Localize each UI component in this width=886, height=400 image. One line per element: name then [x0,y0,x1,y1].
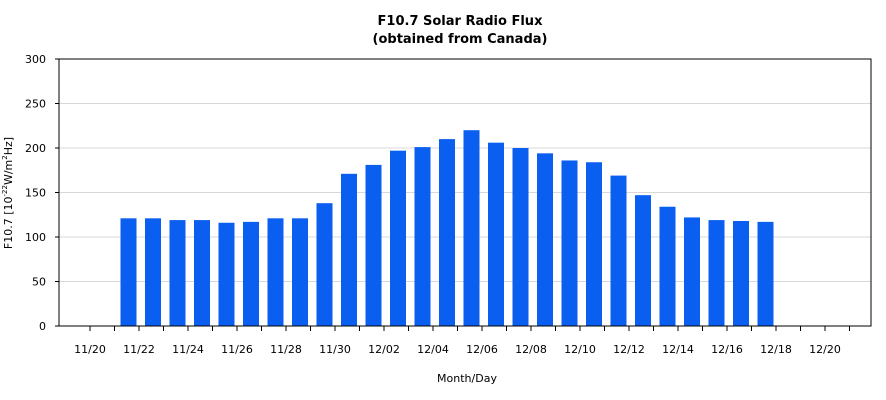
bar-12-11 [610,175,627,326]
y-axis-label-prefix: F10.7 [10 [2,196,15,249]
x-tick-label: 11/24 [172,343,204,356]
bar-12-08 [537,153,553,326]
bar-12-17 [757,221,774,326]
bar-11-28 [292,218,308,326]
bar-12-15 [708,220,725,326]
chart-subtitle: (obtained from Canada) [373,32,548,47]
bar-12-06 [488,142,504,326]
bar-12-03 [414,147,431,326]
y-tick-label: 250 [25,98,46,111]
y-tick-label: 50 [32,276,46,289]
bar-11-27 [267,218,284,326]
bar-12-02 [390,150,406,326]
bar-11-24 [194,220,210,326]
bar-12-10 [586,162,602,326]
x-tick-label: 12/18 [760,343,792,356]
bar-12-12 [635,195,651,326]
bar-12-04 [439,139,455,326]
x-axis: 11/20 11/22 11/24 11/26 11/28 11/30 12/02 12/04… [74,326,850,356]
x-tick-label: 12/12 [613,343,645,356]
bar-11-30 [341,173,357,326]
x-tick-label: 12/02 [368,343,400,356]
x-tick-label: 12/04 [417,343,449,356]
y-tick-label: 200 [25,142,46,155]
y-axis-label-exponent-2: 2 [1,155,9,159]
x-tick-label: 12/14 [662,343,694,356]
bar-12-01 [365,164,382,326]
bar-11-23 [169,220,186,326]
y-axis-label-suffix: Hz] [2,137,15,155]
y-axis-label-mid: W/m [2,160,15,185]
bar-11-25 [218,222,235,326]
x-tick-label: 11/26 [221,343,253,356]
bar-12-14 [684,217,700,326]
bar-11-21 [120,218,137,326]
bar-12-09 [561,160,578,326]
x-tick-label: 12/10 [564,343,596,356]
y-axis-label: F10.7 [10-22W/m2Hz] [1,137,15,249]
x-tick-label: 12/08 [515,343,547,356]
x-tick-label: 11/30 [319,343,351,356]
bar-12-07 [512,148,529,326]
bar-12-13 [659,206,676,326]
y-tick-label: 300 [25,53,46,66]
x-tick-label: 12/20 [809,343,841,356]
y-axis-label-exponent-1: -22 [1,185,9,196]
x-tick-label: 11/20 [74,343,106,356]
x-tick-label: 11/28 [270,343,302,356]
chart-title: F10.7 Solar Radio Flux [378,14,544,29]
x-tick-label: 11/22 [123,343,155,356]
y-tick-label: 150 [25,187,46,200]
bar-11-29 [316,203,333,326]
y-axis: 0 50 100 150 200 250 300 [25,53,59,333]
y-tick-label: 100 [25,231,46,244]
x-axis-label: Month/Day [437,372,497,385]
x-tick-label: 12/16 [711,343,743,356]
bars [120,130,774,326]
y-tick-label: 0 [39,320,46,333]
bar-11-26 [243,221,259,326]
bar-11-22 [145,218,161,326]
x-tick-label: 12/06 [466,343,498,356]
bar-12-16 [733,220,749,326]
bar-12-05 [463,130,480,326]
